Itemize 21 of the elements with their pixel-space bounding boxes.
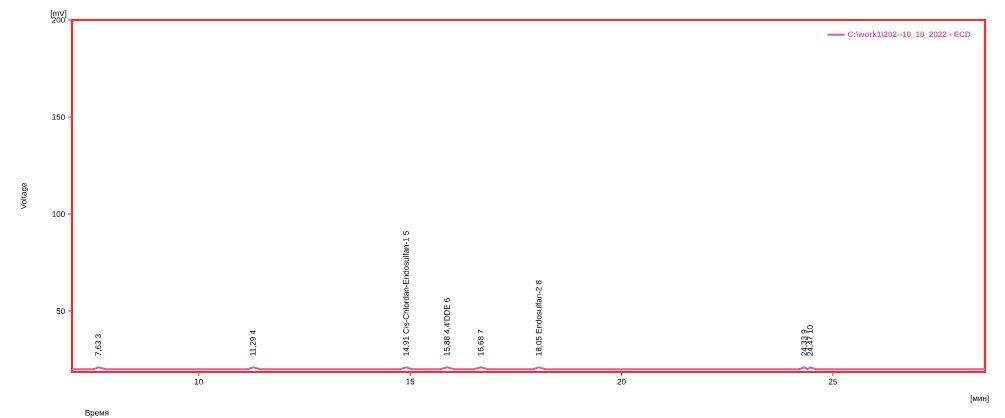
x-tick-label: 10: [194, 378, 203, 385]
x-tick-label: 15: [406, 378, 415, 385]
annotation: 11,29 4: [250, 330, 257, 356]
annotation: 24,33 9: [801, 329, 808, 356]
y-tick-label: 150: [52, 114, 65, 120]
y-axis-title: Voltage: [20, 183, 29, 210]
y-tick-label: 50: [56, 308, 65, 314]
legend-label: C:\work1\202--10_10_2022 - ECD: [847, 31, 971, 39]
annotation: 24,47 10: [807, 325, 814, 356]
y-tick-label: 200: [52, 17, 65, 23]
text: [mV]: [50, 10, 67, 18]
annotation: 18,05 Endosulfan-2 8: [535, 280, 543, 356]
annotation: 7,63 3: [95, 334, 102, 356]
x-tick-label: 20: [617, 378, 626, 385]
annotation: 16,68 7: [477, 329, 485, 356]
x-tick-label: 25: [828, 378, 837, 385]
y-tick-label: 100: [52, 211, 65, 217]
annotation: 15,88 4,4'DDE 6: [444, 298, 451, 356]
x-axis-title: Время: [85, 410, 109, 418]
text: [мин]: [970, 395, 989, 403]
annotation: 14,91 Cis-Chlordan-Endosulfan-1 5: [402, 231, 410, 356]
